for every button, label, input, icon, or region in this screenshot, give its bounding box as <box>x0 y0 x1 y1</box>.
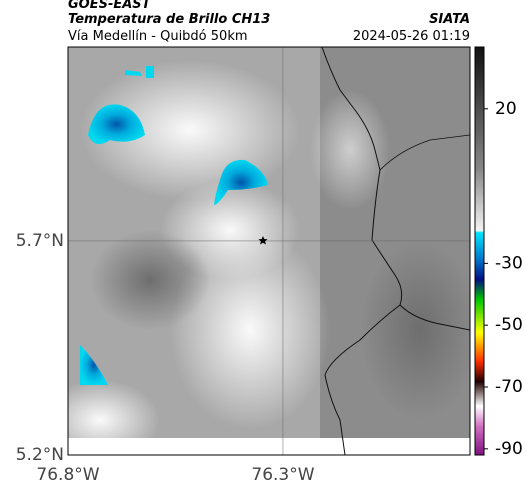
location-marker <box>258 236 268 245</box>
route: Vía Medellín - Quibdó 50km <box>68 29 248 44</box>
map-frame <box>67 46 471 456</box>
colorbar <box>474 46 485 456</box>
lat-tick-label: 5.2°N <box>16 445 64 465</box>
colorbar-tick-label: -70 <box>495 377 523 397</box>
colorbar-tick-label: 20 <box>495 99 517 119</box>
colorbar-tick-label: -50 <box>495 315 523 335</box>
timestamp: 2024-05-26 01:19 <box>353 29 470 44</box>
colorbar-tick-label: -30 <box>495 253 523 273</box>
subtitle: Temperatura de Brillo CH13 <box>68 12 270 27</box>
title: GOES-EAST <box>68 0 152 12</box>
source: SIATA <box>429 12 470 27</box>
colorbar-tick-label: -90 <box>495 439 523 459</box>
lon-tick-label: 76.8°W <box>36 465 99 485</box>
lat-tick-label: 5.7°N <box>16 231 64 251</box>
lon-tick-label: 76.3°W <box>251 465 314 485</box>
satellite-image <box>68 47 470 455</box>
